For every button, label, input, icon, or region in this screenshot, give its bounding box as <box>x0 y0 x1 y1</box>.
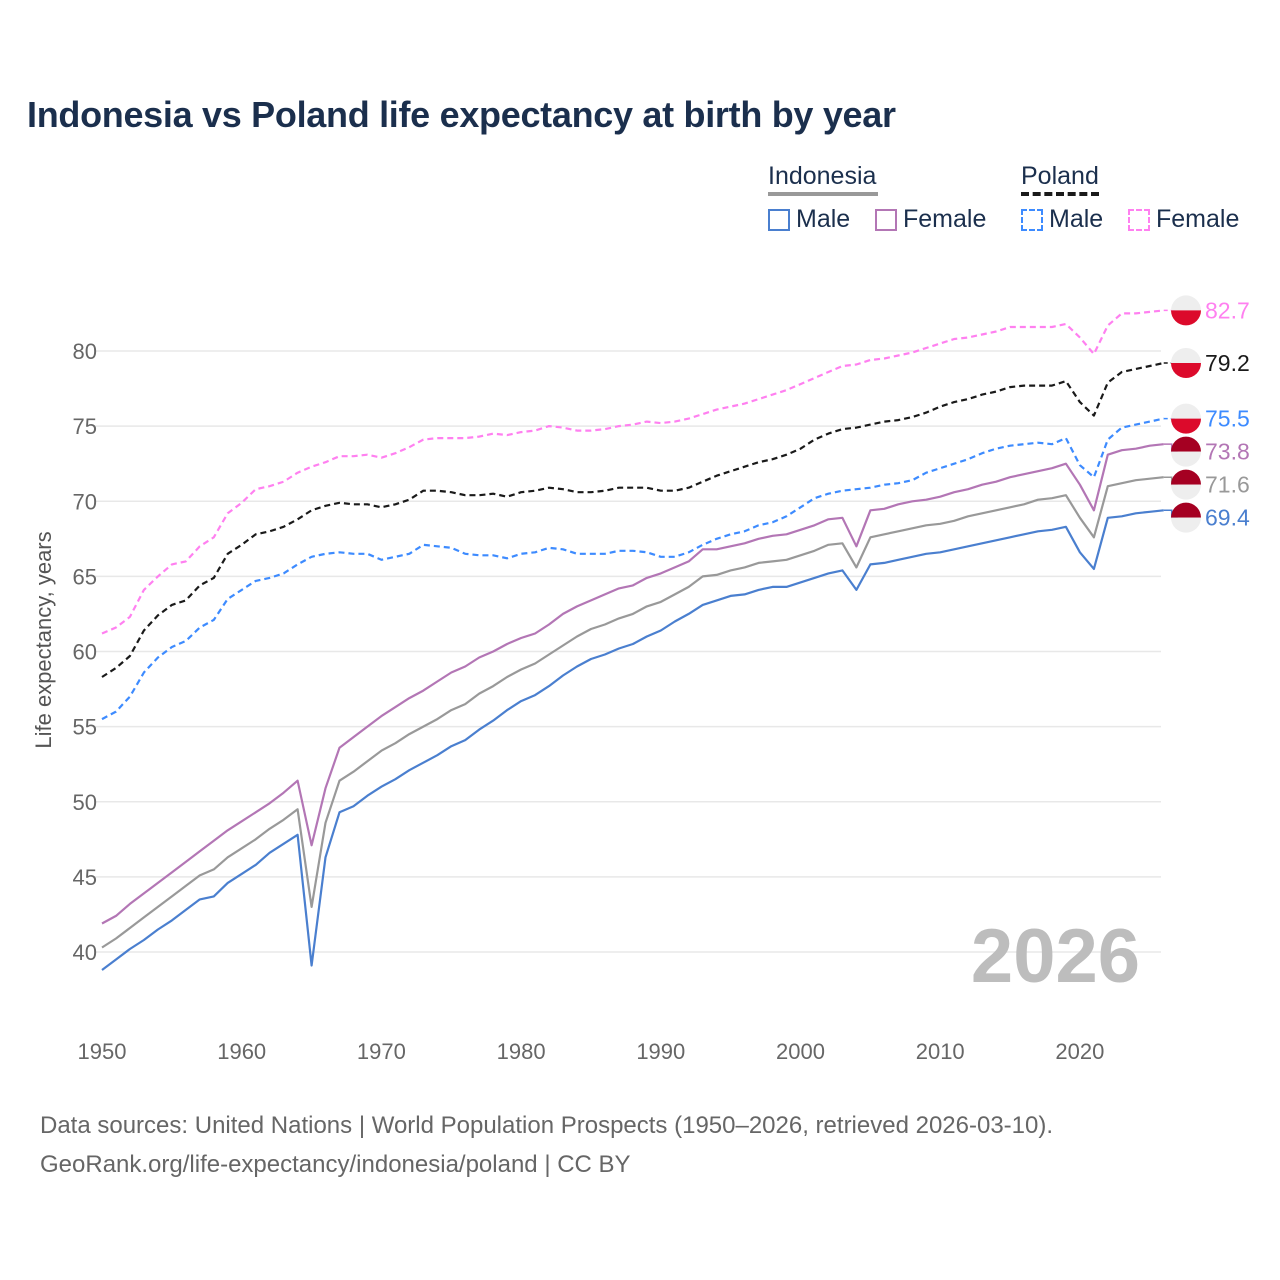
y-tick-label: 45 <box>73 865 97 890</box>
legend-label: Female <box>903 205 987 233</box>
y-tick-label: 40 <box>73 940 97 965</box>
gridlines <box>95 350 1161 953</box>
y-tick-label: 50 <box>73 790 97 815</box>
chart-title: Indonesia vs Poland life expectancy at b… <box>27 94 896 135</box>
series-line-indonesia <box>101 476 1164 949</box>
flag-icon-poland <box>1171 295 1201 326</box>
end-value-label: 82.7 <box>1205 297 1250 323</box>
x-tick-label: 1970 <box>357 1039 406 1064</box>
x-tick-label: 1980 <box>497 1039 546 1064</box>
end-value-label: 79.2 <box>1205 350 1250 376</box>
end-value-label: 75.5 <box>1205 406 1250 432</box>
y-tick-label: 75 <box>73 414 97 439</box>
y-tick-label: 70 <box>73 489 97 514</box>
end-value-label: 71.6 <box>1205 472 1250 498</box>
legend-group-poland: Poland <box>1021 162 1099 196</box>
end-value-label: 69.4 <box>1205 505 1250 531</box>
flag-bottom-half <box>1171 363 1201 379</box>
flag-bottom-half <box>1171 451 1201 467</box>
x-tick-label: 2010 <box>916 1039 965 1064</box>
legend-label: Male <box>1049 205 1104 233</box>
x-tick-label: 1950 <box>78 1039 127 1064</box>
end-value-label: 73.8 <box>1205 439 1250 465</box>
legend-label: Male <box>796 205 851 233</box>
y-tick-label: 60 <box>73 640 97 665</box>
x-tick-label: 2000 <box>776 1039 825 1064</box>
flag-icon-indonesia <box>1171 469 1201 500</box>
series-line-poland-male <box>101 417 1164 721</box>
legend-item-indonesia-female[interactable]: Female <box>875 205 986 234</box>
flag-top-half <box>1171 436 1201 452</box>
legend-group-label: Indonesia <box>768 162 877 190</box>
y-axis-ticks: 40 45 50 55 60 65 70 75 80 <box>73 339 97 965</box>
flag-top-half <box>1171 502 1201 518</box>
end-labels: 82.7 79.2 75.5 73.8 71.6 69.4 <box>1163 295 1250 533</box>
flag-bottom-half <box>1171 517 1201 533</box>
flag-icon-indonesia <box>1171 436 1201 467</box>
series-line-indonesia-male <box>101 509 1164 971</box>
legend-item-poland-male[interactable]: Male <box>1021 205 1103 234</box>
legend-swatch <box>875 208 897 231</box>
y-tick-label: 55 <box>73 715 97 740</box>
legend-item-poland-female[interactable]: Female <box>1128 205 1239 234</box>
series-line-poland <box>101 361 1164 678</box>
flag-icon-indonesia <box>1171 502 1201 533</box>
series-line-poland-female <box>101 309 1164 635</box>
legend-line-dashed <box>1021 192 1099 196</box>
flag-top-half <box>1171 469 1201 485</box>
legend-label: Female <box>1156 205 1240 233</box>
x-tick-label: 2020 <box>1055 1039 1104 1064</box>
y-tick-label: 65 <box>73 564 97 589</box>
legend-swatch <box>768 208 790 231</box>
legend-line-solid <box>768 192 878 196</box>
x-axis-ticks: 1950 1960 1970 1980 1990 2000 2010 2020 <box>78 1039 1105 1064</box>
y-axis-label: Life expectancy, years <box>31 531 56 748</box>
legend-swatch <box>1021 208 1043 231</box>
legend-group-indonesia: Indonesia <box>768 162 878 196</box>
y-tick-label: 80 <box>73 339 97 364</box>
flag-top-half <box>1171 295 1201 311</box>
legend-group-label: Poland <box>1021 162 1099 190</box>
flag-bottom-half <box>1171 484 1201 500</box>
year-watermark: 2026 <box>971 914 1140 999</box>
source-line-1: Data sources: United Nations | World Pop… <box>40 1112 1054 1139</box>
series-lines <box>101 309 1164 971</box>
flag-bottom-half <box>1171 418 1201 434</box>
flag-top-half <box>1171 403 1201 419</box>
legend-swatch <box>1128 208 1150 231</box>
flag-bottom-half <box>1171 310 1201 326</box>
flag-icon-poland <box>1171 348 1201 379</box>
source-note: Data sources: United Nations | World Pop… <box>40 1106 1053 1184</box>
legend-item-indonesia-male[interactable]: Male <box>768 205 850 234</box>
source-line-2[interactable]: GeoRank.org/life-expectancy/indonesia/po… <box>40 1151 631 1178</box>
flag-top-half <box>1171 348 1201 364</box>
x-tick-label: 1960 <box>217 1039 266 1064</box>
x-tick-label: 1990 <box>636 1039 685 1064</box>
series-line-indonesia-female <box>101 443 1164 925</box>
flag-icon-poland <box>1171 403 1201 434</box>
